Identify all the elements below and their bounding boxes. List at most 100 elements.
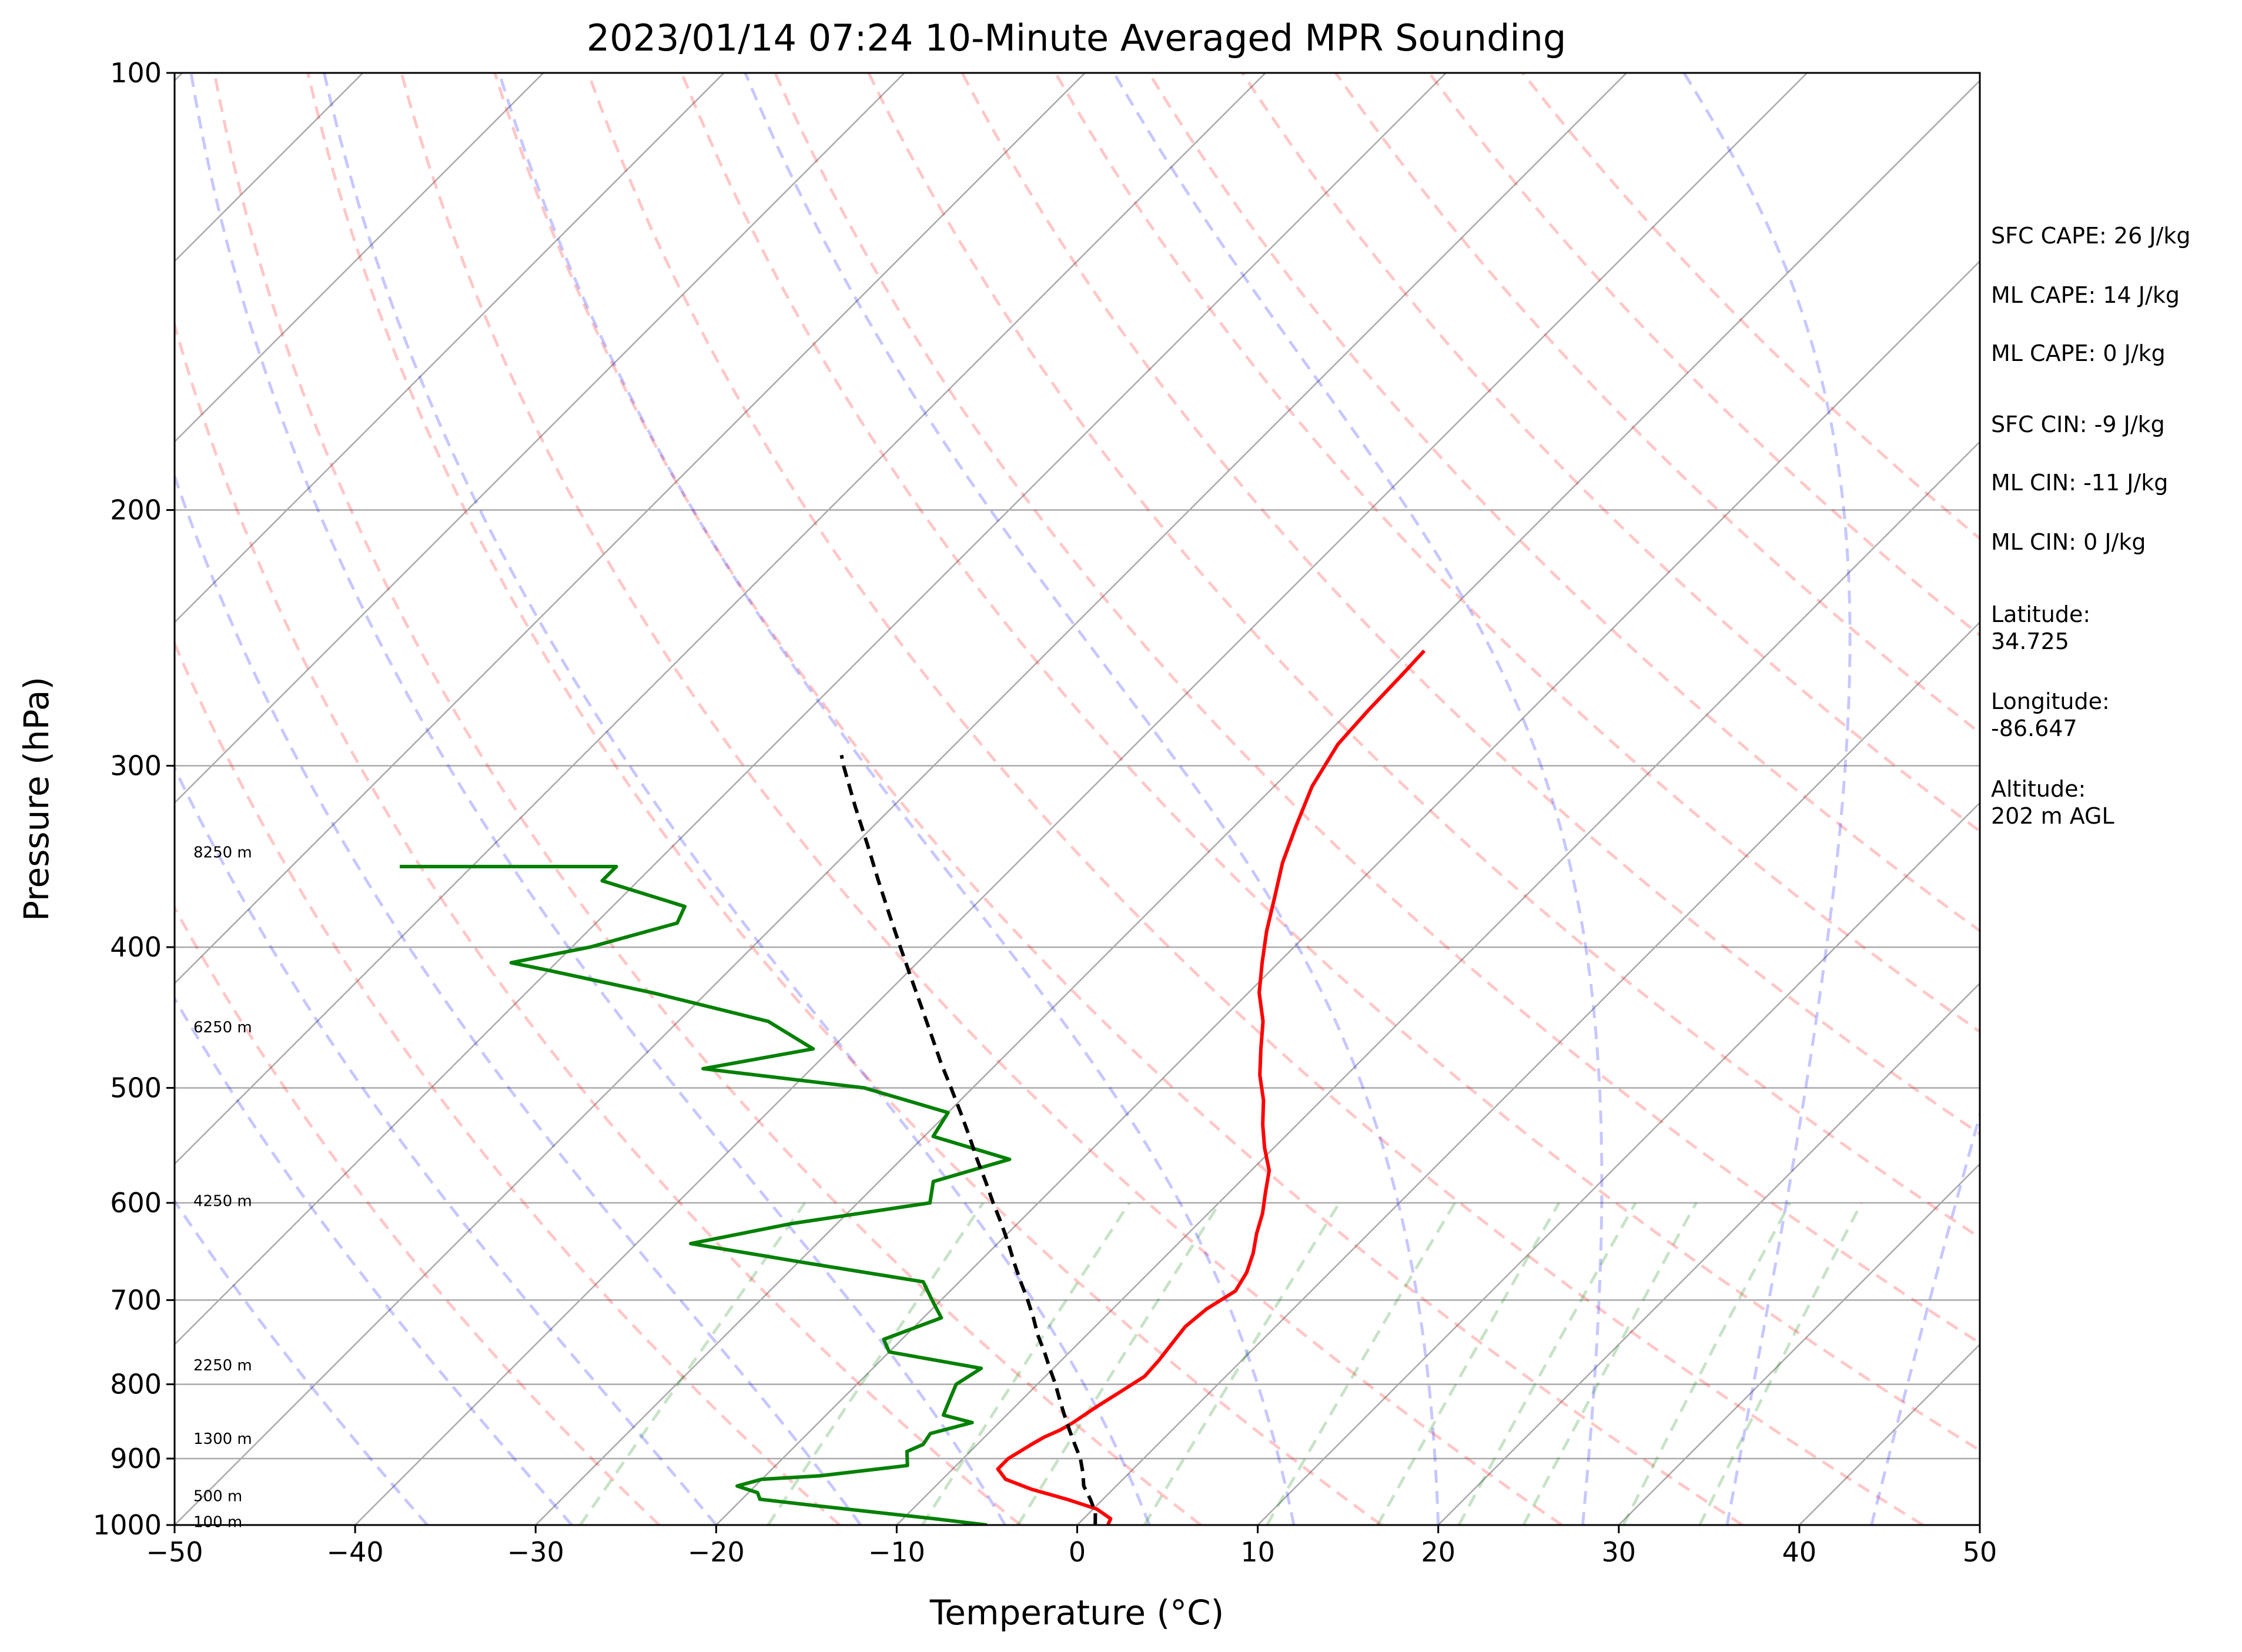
- isotherm-line: [175, 73, 725, 624]
- y-axis-title: Pressure (hPa): [16, 677, 56, 921]
- x-tick-label: −30: [507, 1536, 564, 1568]
- height-label: 4250 m: [193, 1193, 252, 1210]
- y-tick-label: 400: [110, 931, 162, 963]
- x-tick-label: 50: [1963, 1536, 1997, 1568]
- pressure-gridlines: [175, 73, 1980, 1525]
- height-label: 6250 m: [193, 1019, 252, 1036]
- isotherm-line: [535, 79, 1980, 1525]
- y-tick-label: 300: [110, 750, 162, 781]
- ml-cin-text: ML CIN: -11 J/kg: [1991, 470, 2168, 496]
- x-tick-label: −10: [868, 1536, 925, 1568]
- height-label: 8250 m: [193, 844, 252, 861]
- height-label: 2250 m: [193, 1357, 252, 1375]
- moist-adiabats: [175, 73, 1980, 1525]
- x-tick-label: 30: [1602, 1536, 1637, 1568]
- moist-adiabat-line: [1112, 73, 1604, 1525]
- profile-lines: [400, 649, 1426, 1525]
- altitude-value: 202 m AGL: [1991, 803, 2114, 829]
- moist-adiabat-line: [175, 995, 573, 1525]
- x-tick-label: 10: [1240, 1536, 1275, 1568]
- plot-area: [175, 73, 1980, 1525]
- longitude-value: -86.647: [1991, 715, 2077, 741]
- skewed-isotherms: [175, 73, 1980, 1525]
- info-panel: SFC CAPE: 26 J/kg ML CAPE: 14 J/kg ML CA…: [1991, 223, 2191, 829]
- series-line: [839, 754, 1097, 1525]
- moist-adiabat-line: [175, 471, 862, 1525]
- dry-adiabat-line: [867, 73, 1980, 1240]
- dry-adiabat-line: [774, 73, 1980, 1345]
- mixing-ratio-line: [921, 1202, 1131, 1525]
- mixing-ratio-line: [1622, 1202, 1792, 1525]
- isotherm-line: [175, 73, 905, 804]
- dry-adiabat-line: [1147, 73, 1980, 933]
- x-tick-label: −40: [327, 1536, 384, 1568]
- series-line: [400, 865, 1012, 1525]
- dry-adiabat-line: [961, 73, 1980, 1136]
- height-labels: 8250 m 6250 m 4250 m 2250 m 1300 m 500 m 100 m: [193, 844, 252, 1531]
- moist-adiabat-line: [498, 73, 1296, 1525]
- isotherm-line: [175, 73, 1447, 1346]
- isotherm-line: [354, 73, 1808, 1525]
- mixing-ratio-lines: [579, 1202, 1863, 1525]
- isotherm-line: [896, 440, 1980, 1525]
- ml-cape-text: ML CAPE: 14 J/kg: [1991, 282, 2180, 308]
- isotherm-line: [175, 73, 1627, 1525]
- isotherm-line: [175, 73, 1086, 985]
- y-tick-label: 200: [110, 494, 162, 526]
- latitude-label: Latitude:: [1991, 601, 2090, 627]
- moist-adiabat-line: [323, 73, 1151, 1525]
- x-axis-title: Temperature (°C): [929, 1593, 1224, 1633]
- moist-adiabat-line: [189, 73, 1006, 1525]
- mixing-ratio-line: [1522, 1202, 1698, 1525]
- height-label: 1300 m: [193, 1430, 252, 1448]
- x-tick-label: 40: [1782, 1536, 1817, 1568]
- x-tick-label: −20: [688, 1536, 745, 1568]
- dry-adiabat-line: [175, 319, 1022, 1525]
- isotherm-line: [715, 260, 1980, 1525]
- y-axis: 1000 900 800 700 600 500 400 300 200 100: [93, 57, 175, 1541]
- height-label: 500 m: [193, 1488, 242, 1506]
- sfc-cin-text: SFC CIN: -9 J/kg: [1991, 412, 2165, 437]
- moist-adiabat-line: [1682, 73, 1852, 1525]
- mixing-ratio-line: [1698, 1202, 1863, 1525]
- height-label: 100 m: [193, 1514, 242, 1531]
- y-tick-label: 1000: [93, 1509, 162, 1541]
- y-tick-label: 700: [110, 1284, 162, 1316]
- mixing-ratio-line: [767, 1202, 985, 1525]
- mixing-ratio-line: [1376, 1202, 1561, 1525]
- moist-adiabat-line: [744, 73, 1440, 1525]
- dry-adiabat-line: [1241, 73, 1980, 834]
- ml-cin-text-2: ML CIN: 0 J/kg: [1991, 529, 2146, 555]
- isotherm-line: [1257, 801, 1980, 1525]
- x-tick-label: −50: [146, 1536, 203, 1568]
- moist-adiabat-line: [175, 1198, 429, 1525]
- mixing-ratio-line: [1266, 1202, 1457, 1525]
- mixing-ratio-line: [1143, 1202, 1341, 1525]
- dry-adiabats: [175, 73, 1980, 1525]
- y-tick-label: 600: [110, 1187, 162, 1219]
- moist-adiabat-line: [1870, 1109, 1980, 1525]
- x-tick-label: 0: [1069, 1536, 1086, 1568]
- longitude-label: Longitude:: [1991, 688, 2110, 714]
- x-axis: −50 −40 −30 −20 −10 0 10 20 30 40 50: [146, 1525, 1997, 1568]
- y-tick-label: 500: [110, 1072, 162, 1103]
- isotherm-line: [175, 73, 544, 443]
- isotherm-line: [175, 73, 1266, 1165]
- dry-adiabat-line: [680, 73, 1980, 1452]
- isotherm-line: [1076, 621, 1980, 1525]
- isotherm-line: [1618, 1163, 1980, 1525]
- dry-adiabat-line: [213, 73, 1202, 1525]
- latitude-value: 34.725: [1991, 628, 2069, 654]
- dry-adiabat-line: [306, 73, 1383, 1525]
- sfc-cape-text: SFC CAPE: 26 J/kg: [1991, 223, 2191, 249]
- isotherm-line: [1437, 982, 1980, 1525]
- mixing-ratio-line: [1016, 1202, 1222, 1525]
- moist-adiabat-line: [175, 764, 718, 1525]
- mixing-ratio-line: [1457, 1202, 1637, 1525]
- mixing-ratio-line: [579, 1202, 807, 1525]
- x-tick-label: 20: [1421, 1536, 1455, 1568]
- dry-adiabat-line: [175, 640, 841, 1525]
- chart-title: 2023/01/14 07:24 10-Minute Averaged MPR …: [587, 16, 1567, 59]
- dry-adiabat-line: [400, 73, 1563, 1525]
